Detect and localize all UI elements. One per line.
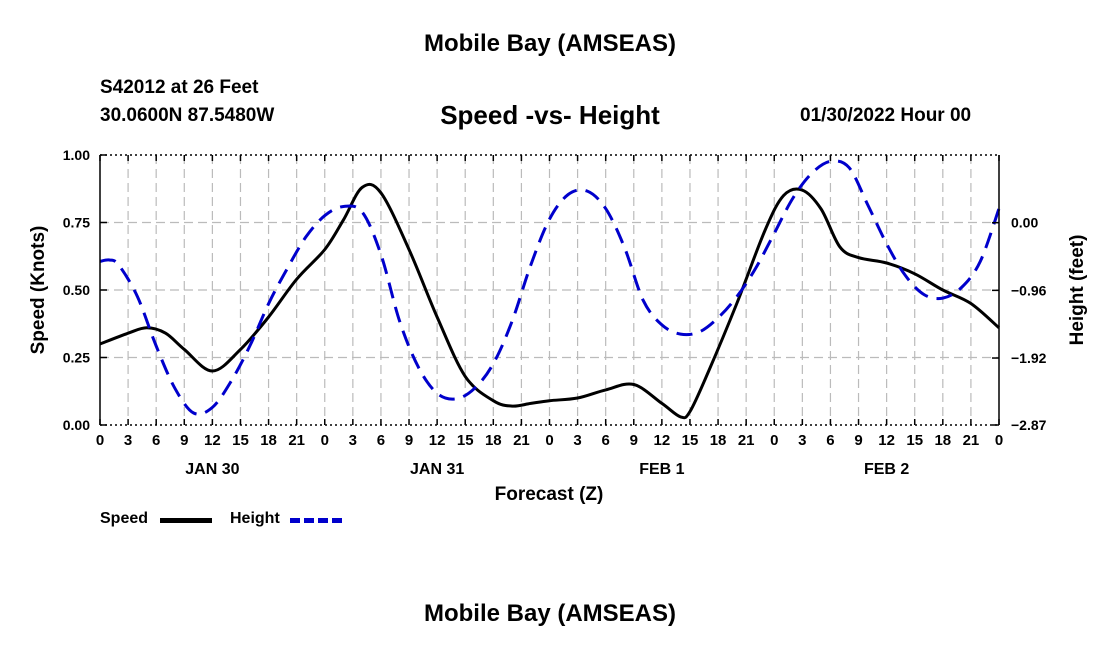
x-tick-label: 18: [260, 432, 277, 449]
page-title: Mobile Bay (AMSEAS): [423, 30, 677, 57]
grid-lines: [100, 155, 999, 425]
x-tick-label: 3: [798, 432, 806, 449]
date-label: FEB 2: [864, 461, 909, 478]
x-tick-label: 0: [545, 432, 553, 449]
x-tick-label: 9: [630, 432, 638, 449]
date-label: FEB 1: [639, 461, 684, 478]
x-tick-label: 15: [457, 432, 474, 449]
x-tick-label: 15: [906, 432, 923, 449]
x-axis-title: Forecast (Z): [495, 484, 604, 505]
x-tick-label: 3: [573, 432, 581, 449]
y2-tick-label: −2.87: [1011, 417, 1047, 433]
x-tick-label: 21: [513, 432, 530, 449]
series-lines: [99, 159, 1001, 420]
axis-ticks: 0 3 6 9 12 15 18 21 0 3 6 9 12 15 18 21 0 3 6 9 12 15 18 21 0 3 6 9…: [63, 147, 1047, 478]
page-title-repeat: Mobile Bay (AMSEAS): [423, 600, 677, 627]
x-tick-label: 6: [152, 432, 160, 449]
series-line-height: [99, 159, 1001, 416]
x-tick-label: 0: [770, 432, 778, 449]
x-tick-label: 15: [682, 432, 699, 449]
y-axis-title: Speed (Knots): [28, 226, 49, 355]
x-tick-label: 0: [995, 432, 1003, 449]
y-tick-label: 1.00: [63, 147, 90, 163]
x-tick-label: 18: [710, 432, 727, 449]
forecast-datetime: 01/30/2022 Hour 00: [800, 105, 972, 126]
y-tick-label: 0.50: [63, 282, 90, 298]
date-label: JAN 31: [410, 461, 464, 478]
legend-speed-label: Speed: [100, 510, 149, 527]
y-tick-label: 0.75: [63, 215, 90, 231]
x-tick-label: 6: [377, 432, 385, 449]
x-tick-label: 9: [854, 432, 862, 449]
legend-height-swatch: [290, 518, 342, 523]
series-line-speed: [99, 182, 1000, 420]
x-tick-label: 9: [180, 432, 188, 449]
legend-height-label: Height: [230, 510, 280, 527]
y-tick-label: 0.00: [63, 417, 90, 433]
x-tick-label: 12: [204, 432, 221, 449]
x-tick-label: 3: [124, 432, 132, 449]
x-tick-label: 21: [963, 432, 980, 449]
x-tick-label: 0: [321, 432, 329, 449]
station-label: S42012 at 26 Feet: [100, 77, 259, 98]
x-tick-label: 21: [738, 432, 755, 449]
legend-speed-swatch: [160, 518, 212, 523]
x-tick-label: 21: [288, 432, 305, 449]
x-tick-label: 6: [602, 432, 610, 449]
y-tick-label: 0.25: [63, 350, 90, 366]
x-tick-label: 18: [934, 432, 951, 449]
y2-axis-title: Height (feet): [1067, 235, 1088, 346]
chart-title: Speed -vs- Height: [440, 100, 660, 130]
x-tick-label: 12: [654, 432, 671, 449]
x-tick-label: 0: [96, 432, 104, 449]
x-tick-label: 3: [349, 432, 357, 449]
y2-tick-label: −0.96: [1011, 282, 1047, 298]
x-tick-label: 9: [405, 432, 413, 449]
x-tick-label: 12: [878, 432, 895, 449]
x-tick-label: 6: [826, 432, 834, 449]
y2-tick-label: 0.00: [1011, 215, 1038, 231]
x-tick-label: 18: [485, 432, 502, 449]
coordinates-label: 30.0600N 87.5480W: [100, 105, 275, 126]
x-tick-label: 15: [232, 432, 249, 449]
y2-tick-label: −1.92: [1011, 350, 1047, 366]
x-tick-label: 12: [429, 432, 446, 449]
date-label: JAN 30: [185, 461, 239, 478]
